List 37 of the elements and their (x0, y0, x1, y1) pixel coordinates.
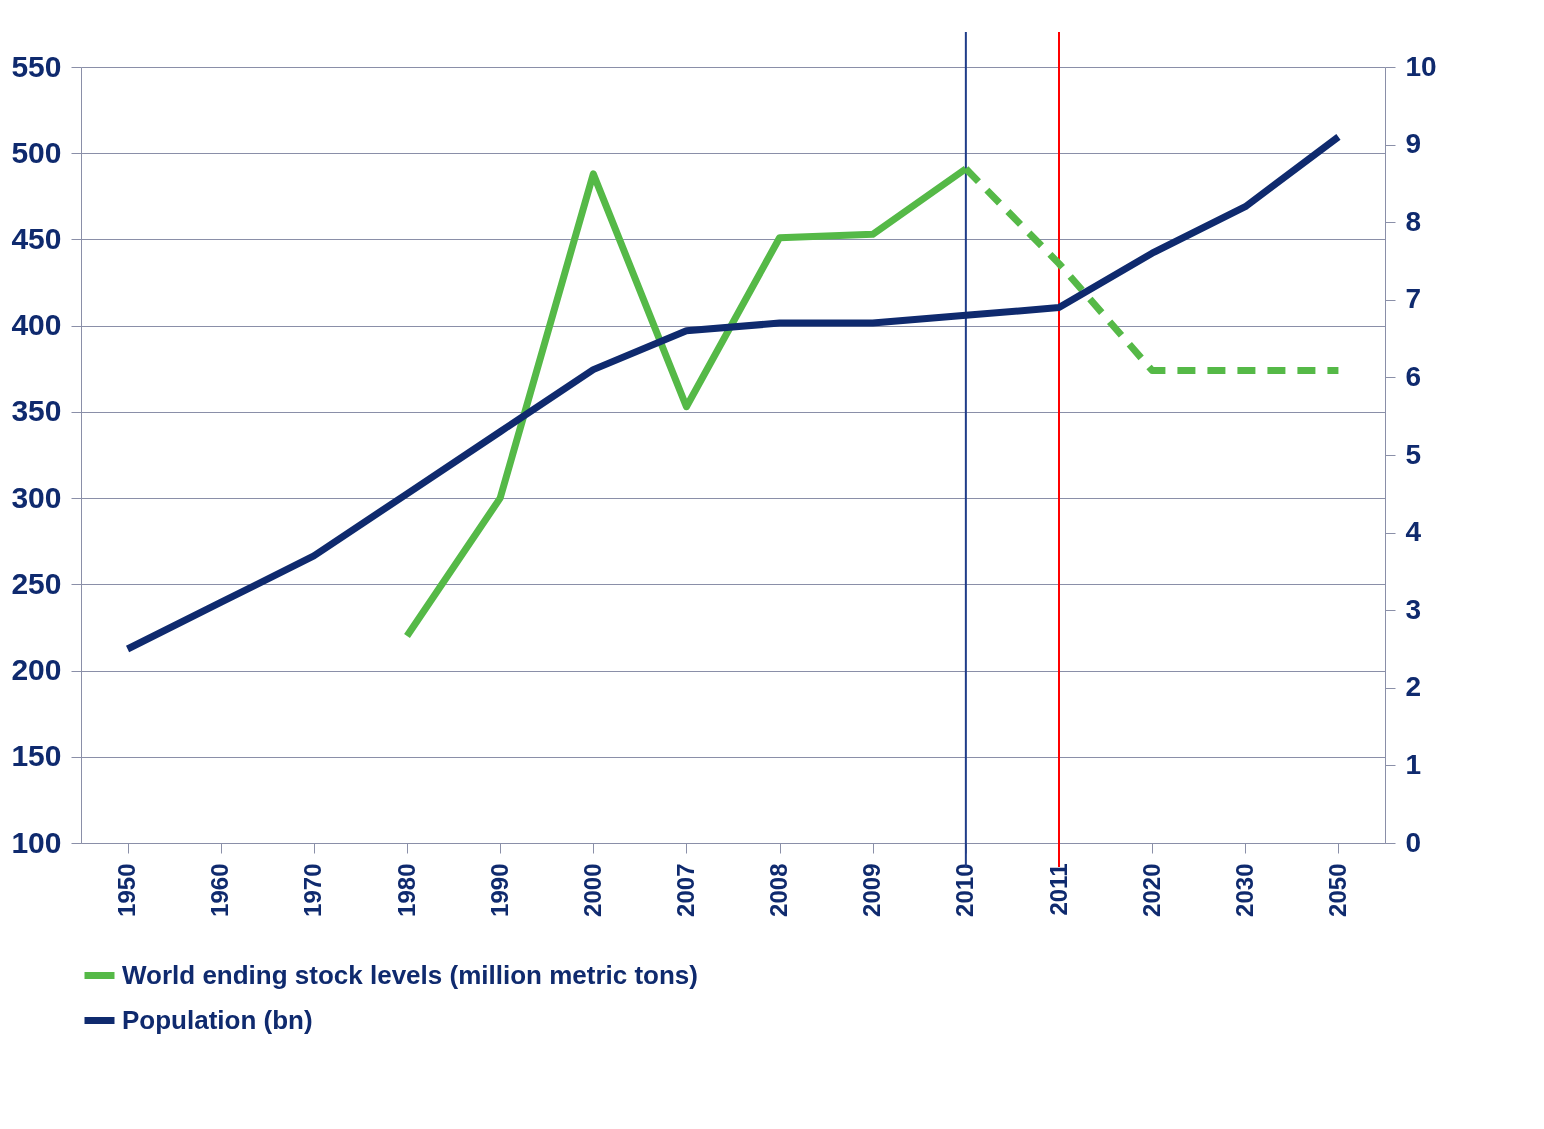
y2-tick-label: 0 (1405, 826, 1422, 858)
y2-tick-label: 7 (1405, 283, 1422, 315)
x-tick-label: 1970 (299, 863, 327, 917)
y2-tick-label: 5 (1405, 438, 1422, 470)
x-tick-label: 1950 (113, 863, 141, 917)
x-tick-label: 1960 (206, 863, 234, 917)
x-tick-label: 2000 (578, 863, 606, 917)
x-tick-label: 2030 (1230, 863, 1258, 917)
x-tick-label: 2050 (1323, 863, 1351, 917)
y-tick-label: 200 (11, 653, 62, 687)
y-tick-label: 350 (11, 394, 62, 428)
x-tick-label: 2020 (1137, 863, 1165, 917)
y-tick-label: 450 (11, 221, 62, 255)
y2-tick-label: 2 (1405, 671, 1422, 703)
y-tick-label: 500 (11, 135, 62, 169)
x-tick-label: 2010 (951, 863, 979, 917)
y-tick-label: 100 (11, 825, 62, 859)
y-tick-label: 250 (11, 566, 62, 600)
y-tick-label: 150 (11, 739, 62, 773)
y2-tick-label: 1 (1405, 748, 1422, 780)
x-tick-label: 1980 (392, 863, 420, 917)
y2-tick-label: 3 (1405, 593, 1422, 625)
x-tick-label: 2007 (671, 863, 699, 917)
x-tick-label: 2011 (1044, 863, 1072, 916)
legend-label: World ending stock levels (million metric tons) (122, 959, 698, 990)
legend-label: Population (bn) (122, 1004, 313, 1035)
y2-tick-label: 6 (1405, 360, 1422, 392)
x-tick-label: 1990 (485, 863, 513, 917)
y2-tick-label: 9 (1405, 128, 1422, 160)
y-tick-label: 300 (11, 480, 62, 514)
y-tick-label: 400 (11, 308, 62, 342)
y-tick-label: 550 (11, 49, 62, 83)
y2-tick-label: 4 (1405, 516, 1422, 548)
y2-tick-label: 8 (1405, 205, 1422, 237)
x-tick-label: 2009 (858, 863, 886, 917)
x-tick-label: 2008 (765, 863, 793, 917)
y2-tick-label: 10 (1405, 50, 1437, 82)
